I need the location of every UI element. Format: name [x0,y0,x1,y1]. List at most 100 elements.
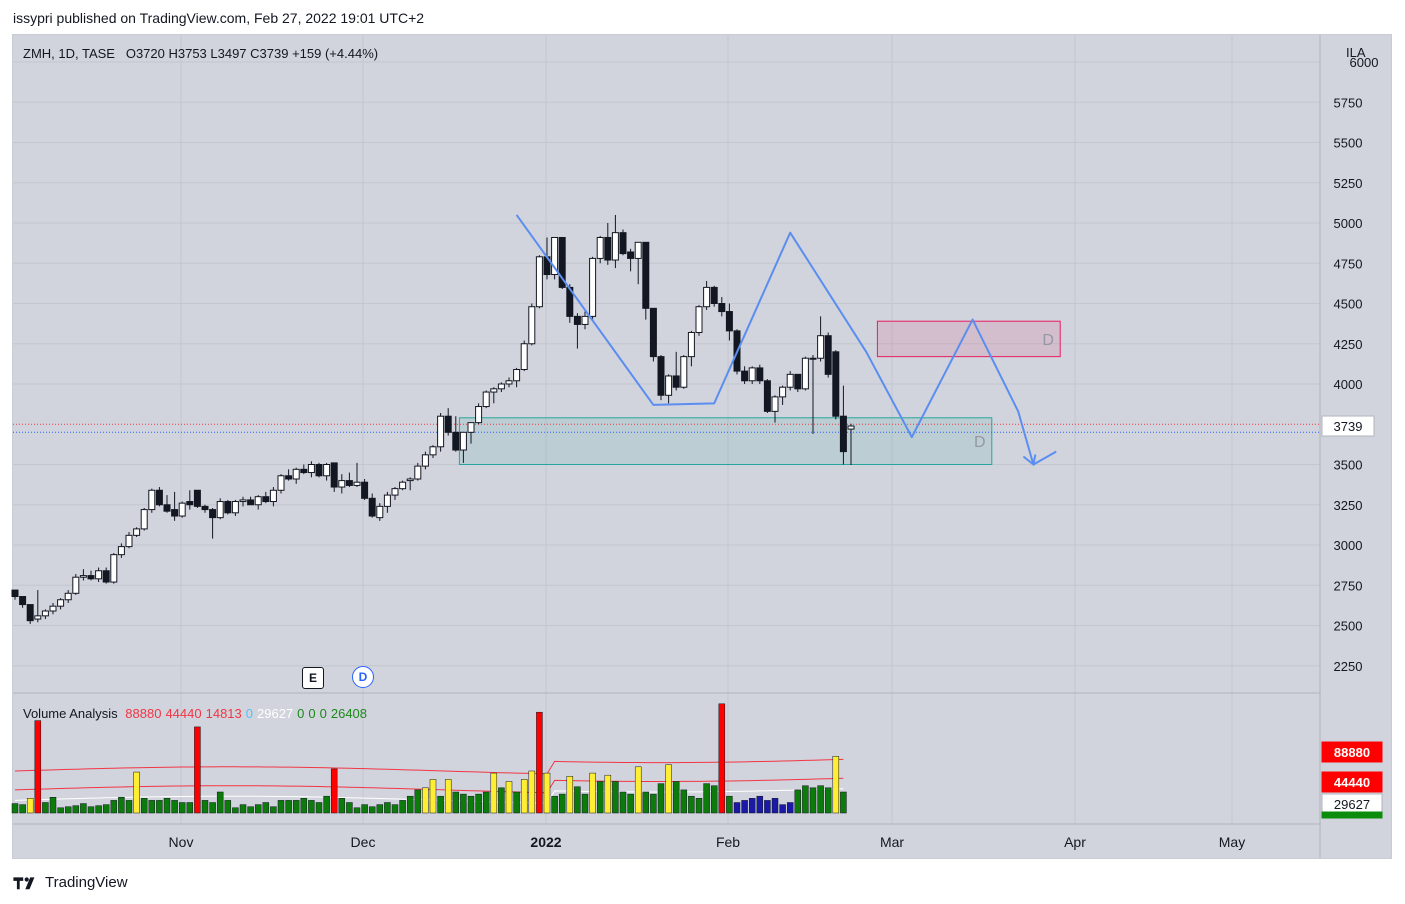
volume-bar[interactable] [376,804,384,814]
volume-bar[interactable] [460,793,467,814]
candle[interactable] [847,423,855,465]
candle[interactable] [581,311,589,330]
candle[interactable] [839,385,847,465]
candle[interactable] [239,496,247,507]
volume-bar[interactable] [726,795,733,814]
candle[interactable] [596,235,604,264]
candle[interactable] [505,377,513,388]
candle[interactable] [376,503,384,521]
volume-bar[interactable] [308,800,315,814]
candle[interactable] [163,495,171,513]
volume-bar[interactable] [11,803,19,814]
volume-bar[interactable] [194,726,201,814]
volume-bar[interactable] [619,791,627,814]
volume-bar[interactable] [627,793,634,814]
volume-bar[interactable] [80,803,87,814]
candle[interactable] [224,499,232,515]
volume-bar[interactable] [209,802,216,814]
volume-bar[interactable] [399,800,406,814]
candle[interactable] [429,445,437,459]
volume-bar[interactable] [718,703,726,814]
volume-bar[interactable] [186,802,194,814]
volume-bar[interactable] [536,711,543,814]
volume-bar[interactable] [224,800,232,814]
volume-bar[interactable] [581,793,589,814]
candle[interactable] [368,493,376,518]
candle[interactable] [140,507,148,531]
candle[interactable] [391,487,399,500]
candle[interactable] [756,364,764,384]
volume-bar[interactable] [824,787,832,814]
volume-bar[interactable] [498,787,505,814]
volume-bar[interactable] [323,795,330,814]
volume-bar[interactable] [125,800,133,814]
candle[interactable] [817,316,825,362]
volume-bar[interactable] [254,804,262,814]
candle[interactable] [611,214,619,269]
candle[interactable] [383,491,391,513]
volume-bar[interactable] [710,785,718,814]
volume-bar[interactable] [596,781,604,814]
candle[interactable] [513,367,521,388]
candle[interactable] [231,499,239,517]
candle[interactable] [34,590,42,623]
volume-bar[interactable] [604,774,612,814]
candle[interactable] [292,467,300,484]
volume-bar[interactable] [513,791,520,814]
zone-green[interactable] [458,417,993,465]
candle[interactable] [725,303,733,341]
volume-bar[interactable] [72,805,80,814]
candle[interactable] [406,477,414,491]
volume-bar[interactable] [650,793,657,814]
volume-bar[interactable] [764,800,771,814]
candle[interactable] [665,374,673,404]
current-price-badge[interactable] [1321,415,1375,437]
candle[interactable] [26,604,34,624]
candle[interactable] [786,371,794,391]
volume-bar[interactable] [672,781,680,814]
candle[interactable] [710,285,718,307]
candle[interactable] [95,567,103,583]
candle[interactable] [779,385,787,405]
candle[interactable] [41,609,49,620]
candle[interactable] [201,504,209,513]
candle[interactable] [437,412,445,452]
volume-bar[interactable] [239,804,247,814]
candle[interactable] [634,241,642,285]
volume-bar[interactable] [467,795,475,814]
candle[interactable] [672,351,680,391]
volume-bar[interactable] [64,806,72,814]
candle[interactable] [695,305,703,336]
candle[interactable] [209,507,217,539]
volume-bar[interactable] [270,806,277,814]
volume-bar[interactable] [353,807,361,814]
volume-bar[interactable] [688,795,695,814]
volume-bar[interactable] [384,802,391,814]
candle[interactable] [186,490,194,510]
candle[interactable] [11,589,19,600]
candle[interactable] [741,366,749,384]
candle[interactable] [64,590,72,603]
candle[interactable] [551,236,559,280]
candle[interactable] [809,355,817,434]
candle[interactable] [467,422,475,444]
candle[interactable] [247,496,255,506]
volume-bar[interactable] [680,789,688,814]
dividend-marker[interactable]: D [352,666,374,688]
volume-bar[interactable] [794,789,802,814]
volume-bar[interactable] [429,779,437,814]
candle[interactable] [277,474,285,494]
volume-bar[interactable] [391,804,399,814]
volume-bar[interactable] [330,768,338,814]
candle[interactable] [558,236,566,290]
candle[interactable] [718,297,726,317]
candle[interactable] [117,543,125,558]
volume-bar[interactable] [247,806,254,814]
volume-bar[interactable] [551,795,558,814]
volume-bar[interactable] [612,781,619,814]
volume-bar[interactable] [809,787,817,814]
volume-bar[interactable] [832,756,840,814]
candle[interactable] [193,489,201,508]
candle[interactable] [49,602,57,615]
volume-bar[interactable] [171,800,178,814]
